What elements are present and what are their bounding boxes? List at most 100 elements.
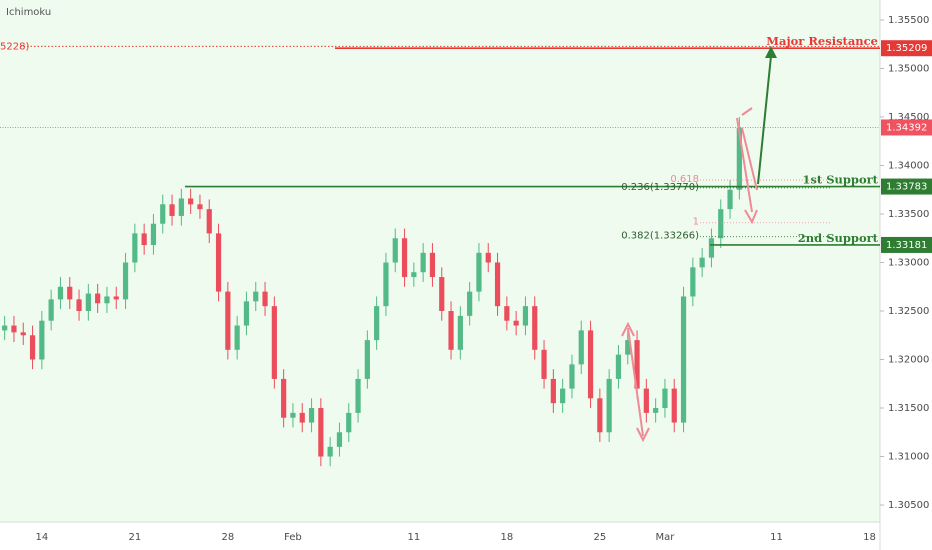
candle-body — [290, 412, 296, 418]
level-tag-label: 1.35209 — [886, 43, 927, 54]
y-tick-label: 1.33000 — [888, 258, 929, 269]
candle-body — [104, 296, 110, 304]
candle-body — [587, 330, 594, 399]
candle-body — [85, 293, 91, 312]
candle-body — [122, 262, 129, 300]
candle-body — [457, 315, 463, 350]
level-tag — [881, 236, 932, 253]
level-label: Major Resistance — [766, 34, 878, 48]
candle-body — [11, 325, 17, 333]
candle-body — [2, 325, 8, 331]
level-tag-label: 1.33181 — [886, 240, 927, 251]
fib-label: 0.618 — [670, 174, 699, 185]
x-tick-label: 25 — [593, 532, 606, 543]
candle-body — [541, 349, 547, 379]
marks: 1.35500 1.35000 1.34500 1.34000 1.33500 1.330… — [0, 15, 932, 543]
candle-body — [578, 330, 584, 365]
candle-body — [76, 299, 82, 312]
candle-body — [57, 286, 64, 300]
arrow-down — [736, 117, 753, 213]
candle-body — [699, 257, 705, 268]
candle-body — [141, 233, 147, 246]
candle-body — [662, 388, 668, 409]
price-axis-background — [880, 0, 932, 550]
candle-body — [522, 306, 529, 326]
candle-body — [653, 408, 659, 413]
candle-body — [420, 252, 426, 273]
candle-body — [243, 301, 250, 326]
arrow-head — [741, 107, 753, 116]
candle-body — [401, 238, 408, 278]
candle-body — [727, 189, 733, 210]
candle-body — [364, 340, 370, 379]
arrow-head — [636, 427, 650, 443]
y-tick-label: 1.31500 — [888, 403, 929, 414]
y-tick-label: 1.30500 — [888, 500, 929, 511]
candle-body — [178, 198, 184, 216]
y-tick-label: 1.34500 — [888, 112, 929, 123]
candle-body — [597, 398, 603, 433]
y-tick-label: 1.34000 — [888, 160, 929, 171]
x-tick-label: 14 — [35, 532, 48, 543]
y-tick-label: 1.35500 — [888, 15, 929, 26]
candle-body — [392, 238, 398, 263]
candle-body — [736, 127, 742, 190]
time-axis-background — [0, 522, 880, 550]
x-tick-label: Mar — [656, 532, 676, 543]
candle-body — [429, 252, 436, 278]
x-tick-label: 11 — [770, 532, 783, 543]
candle-body — [476, 252, 482, 292]
overlay — [621, 46, 777, 443]
y-tick-label: 1.32500 — [888, 306, 929, 317]
candle-body — [374, 306, 380, 341]
candle-body — [169, 204, 175, 216]
last-price-tag — [881, 119, 932, 136]
x-tick-label: 21 — [128, 532, 141, 543]
y-tick-label: 1.31000 — [888, 452, 929, 463]
candle-body — [113, 296, 119, 300]
arrow-head — [744, 209, 758, 225]
candle-body — [690, 267, 696, 297]
candle-body — [327, 446, 333, 457]
candle-body — [197, 204, 203, 210]
candle-body — [308, 408, 315, 423]
x-tick-label: 11 — [407, 532, 420, 543]
candle-body — [448, 311, 454, 350]
x-tick-label: Feb — [284, 532, 302, 543]
candle-body — [532, 306, 538, 350]
y-tick-label: 1.33500 — [888, 209, 929, 220]
level-tag-label: 1.33783 — [886, 182, 927, 193]
candle-body — [504, 306, 510, 321]
candle-body — [494, 262, 501, 307]
fib-label: 1 — [693, 217, 699, 228]
candle-body — [615, 354, 622, 379]
candle-body — [39, 320, 45, 360]
arrow-head — [621, 321, 635, 337]
candle-body — [671, 388, 677, 423]
arrow-down — [627, 327, 644, 437]
candle-body — [318, 408, 324, 457]
candle-body — [95, 293, 101, 304]
candle-body — [336, 432, 343, 447]
x-tick-label: 18 — [500, 532, 513, 543]
x-tick-label: 28 — [221, 532, 234, 543]
candle-body — [206, 209, 212, 234]
plot-background — [0, 0, 880, 522]
arrow-up — [757, 55, 772, 185]
candle-body — [485, 252, 491, 263]
candle-body — [355, 378, 361, 413]
candle-body — [708, 238, 715, 258]
candle-body — [29, 335, 36, 360]
y-tick-label: 1.35000 — [888, 63, 929, 74]
candle-body — [215, 233, 222, 292]
indicator-label: Ichimoku — [6, 7, 51, 18]
candle-body — [411, 272, 417, 278]
candle-body — [606, 378, 612, 433]
level-label: 1st Support — [802, 173, 878, 187]
candle-body — [188, 198, 194, 205]
candle-body — [439, 277, 445, 312]
candle-body — [467, 291, 473, 316]
candle-body — [346, 412, 352, 433]
candle-body — [299, 412, 305, 423]
candle-body — [132, 233, 138, 263]
